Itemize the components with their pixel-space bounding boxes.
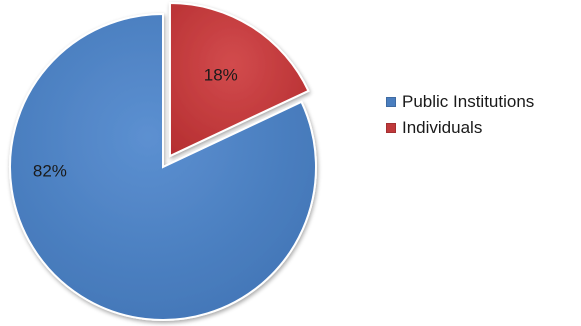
- pie-slice-public-institutions: [9, 12, 317, 321]
- pie-slices: [9, 2, 317, 321]
- legend-label-individuals: Individuals: [402, 118, 483, 137]
- legend-item-public-institutions: Public Institutions: [386, 89, 534, 115]
- pie-slice-individuals: [168, 2, 310, 158]
- pie-label-public-institutions: 82%: [33, 162, 67, 181]
- pie-label-individuals: 18%: [204, 65, 238, 84]
- legend-swatch-public-institutions: [386, 97, 396, 107]
- legend-label-public-institutions: Public Institutions: [402, 92, 535, 111]
- legend-item-individuals: Individuals: [386, 115, 534, 141]
- chart-legend: Public Institutions Individuals: [386, 89, 534, 141]
- legend-swatch-individuals: [386, 123, 396, 133]
- pie-slice-labels: 18% 82%: [33, 65, 238, 180]
